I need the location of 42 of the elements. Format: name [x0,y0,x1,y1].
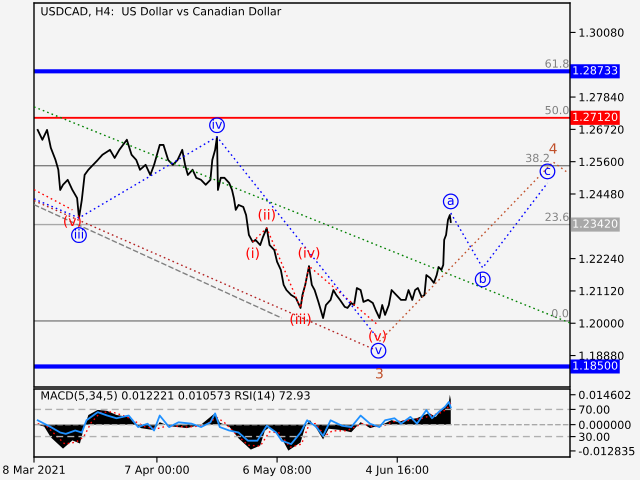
annotation: (i) [246,247,259,260]
y2-tick-label: -0.012835 [578,446,634,456]
annotation: c [544,168,550,176]
annotation: (v) [369,330,386,343]
x-tick-label: 8 Mar 2021 [3,466,65,474]
annotation: (v) [64,215,81,228]
annotation: iii [74,229,84,239]
annotation: 50.0 [546,106,569,114]
y-tick-label: 70.00 [579,405,610,414]
ref-line-label: 1.18500 [573,361,618,370]
annotation: b [480,273,486,284]
y-tick-label: 30.00 [579,432,610,441]
x-tick-label: 7 Apr 00:00 [125,466,189,476]
x-tick-label: 6 May 08:00 [243,466,311,476]
annotation: iv [212,119,222,129]
y-tick-label: 1.20000 [580,319,624,328]
y2-tick-label: 0.000000 [579,420,631,430]
ref-line-label: 1.28733 [573,66,618,75]
y-tick-label: 1.21120 [580,286,624,296]
annotation: (ii) [258,209,275,222]
y-tick-label: 1.25600 [580,158,624,166]
annotation: (iv) [298,247,320,260]
y-tick-label: 1.27840 [580,93,624,102]
ref-line-label: 1.27120 [573,112,618,122]
chart-title: USDCAD, H4: US Dollar vs Canadian Dollar [41,6,282,17]
y2-tick-label: 0.014602 [579,390,630,400]
ref-line-label: 1.23420 [573,219,618,228]
y-tick-label: 1.26720 [580,125,624,134]
chart-title: MACD(5,34,5) 0.012221 0.010573 RSI(14) 72.93 [42,391,310,401]
y-tick-label: 1.22240 [580,254,624,263]
y-tick-label: 1.30080 [580,28,624,37]
annotation: 0.0 [552,308,568,318]
annotation: 3 [376,368,383,379]
annotation: a [448,198,454,206]
annotation: 23.6 [545,212,569,222]
x-tick-label: 4 Jun 16:00 [366,466,428,476]
annotation: (iii) [290,314,311,326]
annotation: v [375,347,382,354]
annotation: 4 [549,143,557,154]
y-tick-label: 1.24480 [580,190,624,198]
annotation: 61.8 [545,59,569,68]
annotation: 38.2 [526,154,549,162]
